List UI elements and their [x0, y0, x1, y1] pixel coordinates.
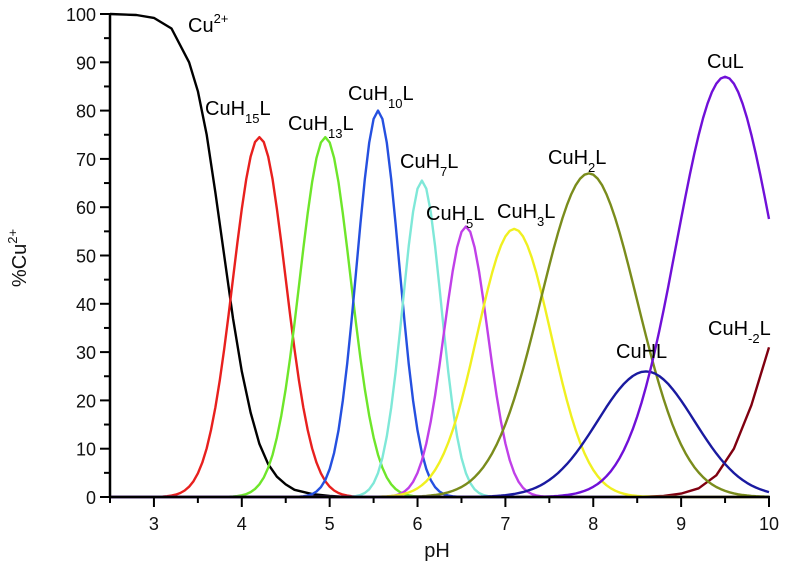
y-tick-label: 50 [76, 247, 96, 267]
label-CuL: CuL [707, 51, 744, 73]
label-CuH15L: CuH15L [205, 98, 271, 126]
x-tick-label: 5 [325, 514, 335, 534]
label-CuH2L: CuH2L [548, 147, 606, 175]
curve-CuH15L [110, 136, 769, 499]
svg-text:%Cu2+: %Cu2+ [5, 229, 31, 287]
label-CuHL: CuHL [616, 341, 667, 363]
curve-CuH7L [110, 179, 769, 499]
y-tick-label: 20 [76, 391, 96, 411]
label-CuH-2L: CuH-2L [708, 318, 771, 346]
axes: 0 10 20 30 40 50 60 70 80 90 100 3 4 5 6 7 8 9 10 [66, 5, 779, 534]
x-tick-label: 6 [413, 514, 423, 534]
label-CuH13L: CuH13L [288, 113, 354, 141]
x-tick-label: 3 [149, 514, 159, 534]
species-curves [109, 12, 771, 499]
x-tick-label: 8 [588, 514, 598, 534]
y-tick-label: 30 [76, 343, 96, 363]
label-Cu2+: Cu2+ [188, 11, 228, 37]
y-tick-label: 60 [76, 198, 96, 218]
y-tick-label: 90 [76, 53, 96, 73]
y-tick-label: 80 [76, 102, 96, 122]
label-CuH5L: CuH5L [426, 203, 484, 231]
curve-Cu2+ [109, 12, 769, 499]
y-tick-label: 100 [66, 5, 96, 25]
y-axis-title: %Cu2+ [5, 229, 31, 287]
x-tick-label: 9 [676, 514, 686, 534]
x-axis-title: pH [424, 540, 450, 562]
curve-CuH5L [110, 225, 769, 499]
x-tick-label: 10 [759, 514, 779, 534]
y-tick-label: 10 [76, 440, 96, 460]
label-CuH10L: CuH10L [348, 83, 414, 111]
x-tick-label: 7 [500, 514, 510, 534]
label-CuH3L: CuH3L [497, 201, 555, 229]
y-tick-label: 70 [76, 150, 96, 170]
label-CuH7L: CuH7L [400, 151, 458, 179]
y-tick-label: 40 [76, 295, 96, 315]
y-tick-label: 0 [86, 488, 96, 508]
x-tick-label: 4 [237, 514, 247, 534]
